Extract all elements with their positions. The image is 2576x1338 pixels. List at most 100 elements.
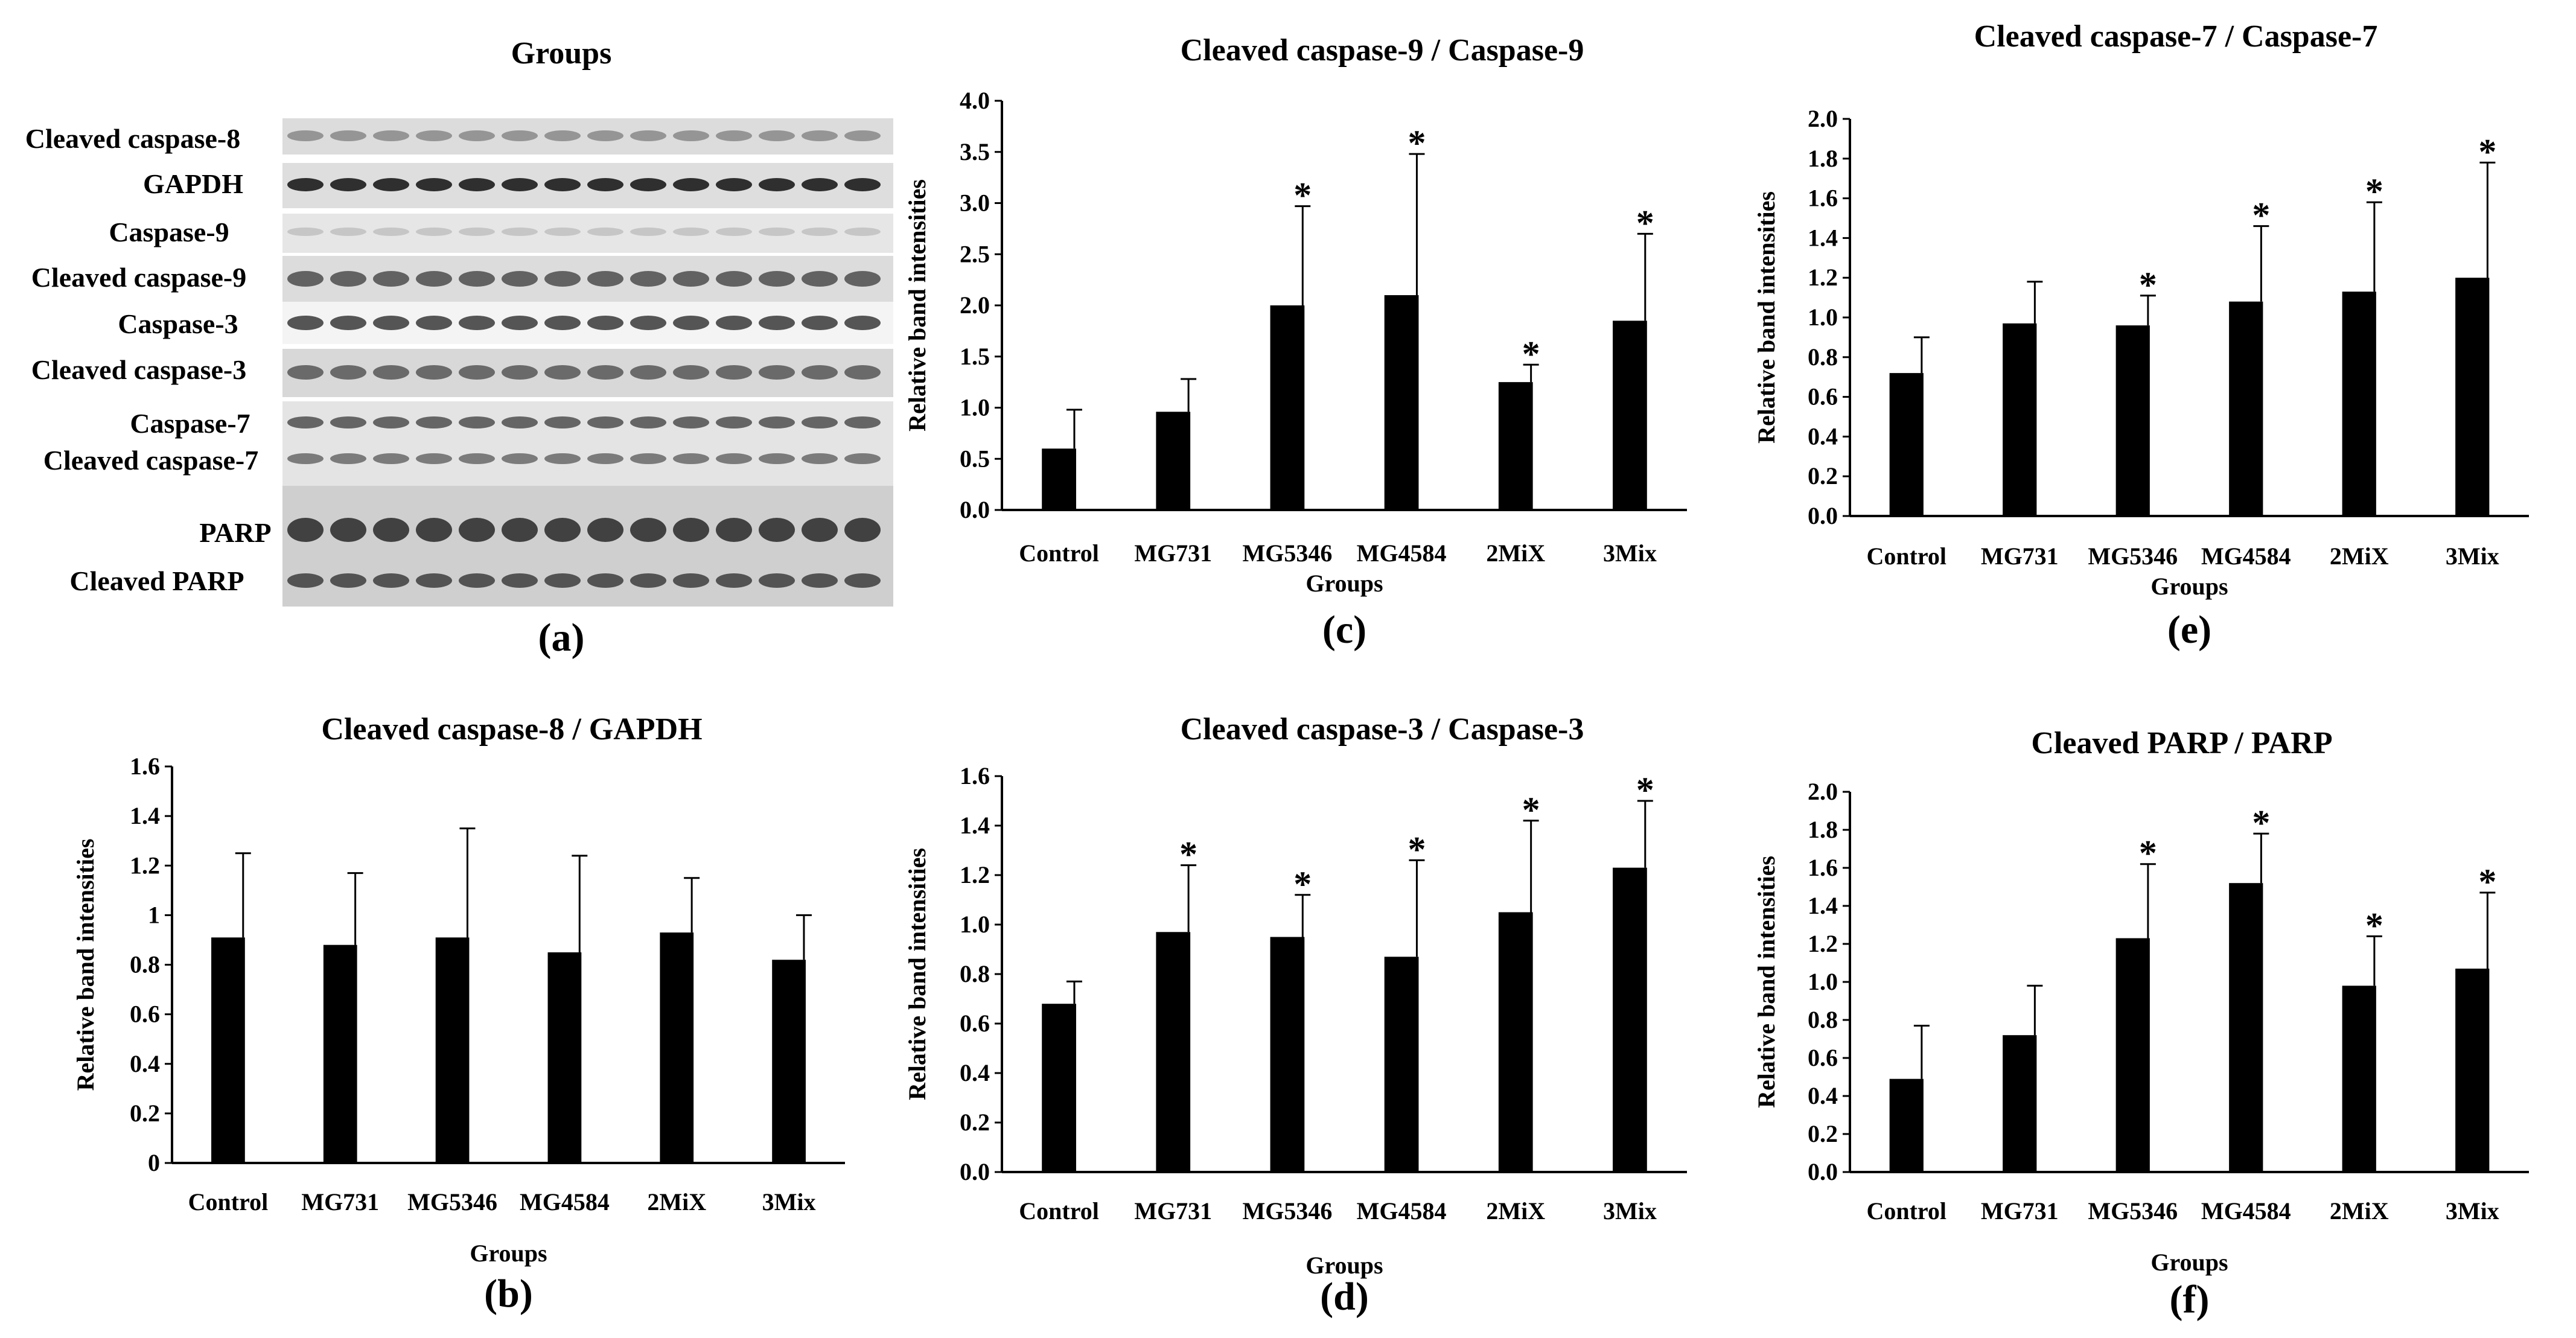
bar: [2455, 278, 2490, 516]
y-axis-title: Relative band intensities: [72, 839, 99, 1091]
blot-label-cleaved-parp: Cleaved PARP: [69, 565, 244, 596]
blot-band: [416, 453, 452, 464]
blot-band: [502, 178, 538, 191]
category-label: MG731: [301, 1188, 379, 1215]
blot-band: [630, 178, 666, 191]
blot-band: [630, 271, 666, 287]
x-axis-title: Groups: [2150, 1249, 2228, 1276]
blot-band: [373, 416, 409, 428]
chart-title: Cleaved caspase-9 / Caspase-9: [1181, 33, 1584, 68]
category-label: MG4584: [2201, 543, 2291, 570]
chart-cleaved-caspase-7-caspase-7: Cleaved caspase-7 / Caspase-7 0.0 0.2 0.4 0.…: [1753, 19, 2529, 652]
category-label: Control: [1019, 1197, 1099, 1225]
y-tick-label: 0.2: [1808, 1120, 1838, 1147]
blot-band: [802, 365, 838, 380]
blot-band: [373, 178, 409, 191]
blot-label-caspase-9: Caspase-9: [109, 217, 229, 247]
blot-band: [716, 178, 752, 191]
y-tick-label: 0.8: [1808, 1006, 1838, 1033]
blot-band: [416, 178, 452, 191]
blot-band: [416, 416, 452, 428]
blot-label-caspase-7: Caspase-7: [130, 408, 250, 439]
significance-marker: *: [1522, 334, 1540, 374]
chart-cleaved-parp-parp: Cleaved PARP / PARP 0.0 0.2 0.4 0.6 0.8 1.0 1.2…: [1753, 726, 2529, 1322]
bar: [2455, 968, 2490, 1172]
y-tick-label: 1.8: [1808, 145, 1838, 172]
blot-band: [330, 518, 366, 542]
blot-strip-parp: [282, 486, 893, 607]
y-tick-label: 1.0: [1808, 304, 1838, 331]
y-tick-label: 0.2: [960, 1109, 990, 1136]
y-tick-label: 1.6: [960, 762, 990, 789]
blot-band: [630, 228, 666, 236]
y-tick-label: 0.8: [1808, 343, 1838, 371]
blot-band: [416, 365, 452, 380]
category-label: 2MiX: [2330, 543, 2389, 570]
panel-label-f: (f): [2170, 1278, 2210, 1322]
blot-band: [844, 271, 881, 287]
blot-band: [630, 573, 666, 588]
y-tick-label: 0.0: [960, 496, 990, 523]
blot-band: [802, 518, 838, 542]
y-tick-label: 0.8: [960, 960, 990, 987]
blot-band: [587, 416, 623, 428]
category-label: Control: [1019, 540, 1099, 567]
y-tick-label: 2.0: [1808, 105, 1838, 132]
bar: [323, 945, 357, 1163]
y-tick-label: 1.0: [960, 394, 990, 421]
y-tick-label: 1.4: [1808, 892, 1838, 919]
blot-band: [802, 573, 838, 588]
y-tick-label: 1.0: [960, 911, 990, 938]
blot-band: [673, 518, 709, 542]
blot-band: [459, 365, 495, 380]
significance-marker: *: [1293, 176, 1312, 215]
y-tick-label: 1.6: [130, 753, 160, 780]
blot-strip-cleaved-caspase-8: [282, 118, 893, 155]
blot-band: [330, 573, 366, 588]
blot-band: [802, 416, 838, 428]
blot-band: [759, 228, 795, 236]
blot-band: [287, 365, 324, 380]
bar: [547, 952, 582, 1163]
blot-band: [716, 518, 752, 542]
category-label: 2MiX: [2330, 1197, 2389, 1225]
blot-band: [373, 518, 409, 542]
blot-band: [844, 178, 881, 191]
blot-band: [716, 365, 752, 380]
y-tick-label: 0: [148, 1149, 160, 1176]
y-tick-label: 0.6: [960, 1010, 990, 1037]
blot-band: [502, 518, 538, 542]
blot-band: [630, 416, 666, 428]
blot-band: [759, 453, 795, 464]
blot-band: [759, 518, 795, 542]
y-tick-label: 0.0: [1808, 502, 1838, 529]
blot-band: [459, 271, 495, 287]
significance-marker: *: [1179, 835, 1197, 874]
bar: [1156, 412, 1191, 510]
blot-band: [330, 453, 366, 464]
bar: [1498, 382, 1533, 510]
chart-title: Cleaved PARP / PARP: [2031, 726, 2332, 760]
bar: [1042, 448, 1076, 510]
panel-label-d: (d): [1320, 1275, 1369, 1319]
y-tick-label: 1.6: [1808, 185, 1838, 212]
blot-label-cleaved-caspase-3: Cleaved caspase-3: [31, 354, 246, 385]
category-label: 3Mix: [1603, 1197, 1657, 1225]
y-tick-label: 0.4: [130, 1050, 160, 1077]
bar: [2003, 323, 2037, 516]
blot-band: [759, 271, 795, 287]
significance-marker: *: [1408, 123, 1426, 163]
blot-band: [630, 365, 666, 380]
blot-band: [630, 130, 666, 141]
category-label: 2MiX: [647, 1188, 706, 1215]
blot-bands: [287, 130, 881, 588]
y-tick-label: 0.5: [960, 445, 990, 472]
panel-label-a: (a): [538, 616, 585, 660]
blot-band: [459, 416, 495, 428]
blot-band: [844, 316, 881, 330]
blot-band: [287, 271, 324, 287]
blot-band: [630, 518, 666, 542]
blot-band: [716, 573, 752, 588]
category-label: MG5346: [1242, 540, 1332, 567]
bar: [1498, 912, 1533, 1172]
